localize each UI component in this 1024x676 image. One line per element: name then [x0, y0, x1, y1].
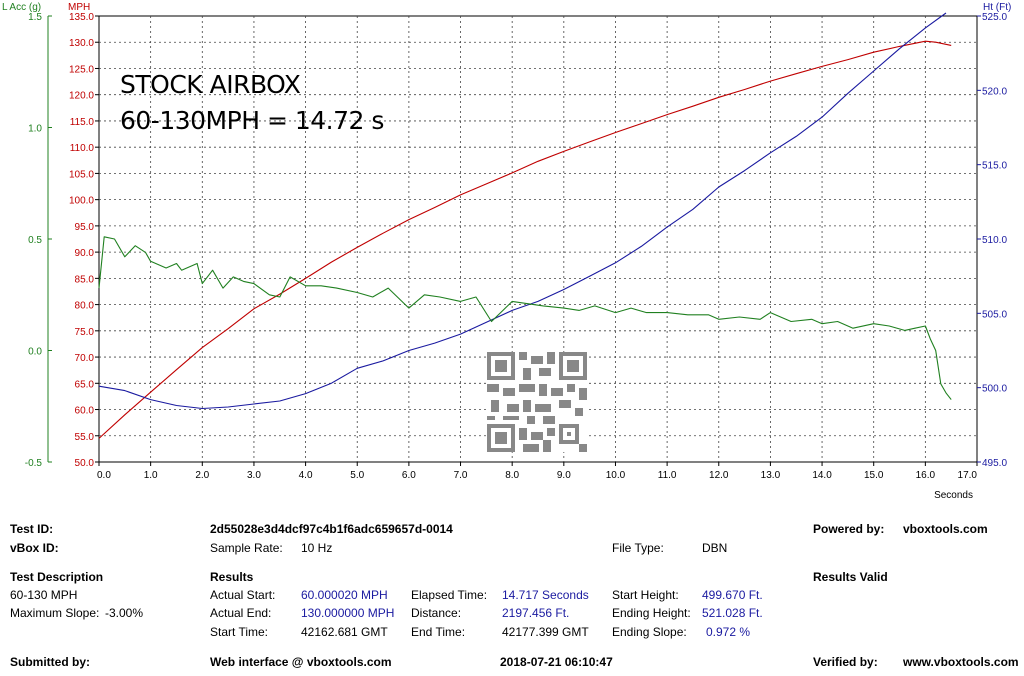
lacc-tick-label: 0.5 — [28, 235, 42, 246]
lacc-tick-label: -0.5 — [25, 458, 43, 469]
ht-tick-label: 500.0 — [982, 384, 1007, 395]
max-slope-value: -3.00% — [105, 606, 144, 620]
series-line-ht — [98, 12, 947, 410]
series-line-lacc — [98, 236, 952, 400]
ending-height-value: 521.028 Ft. — [702, 606, 763, 620]
verified-by-label: Verified by: — [813, 655, 878, 669]
results-label: Results — [210, 570, 254, 584]
overlay-title: STOCK AIRBOX — [120, 70, 301, 99]
qr-code-icon — [487, 352, 587, 452]
x-tick-label: 8.0 — [505, 470, 519, 481]
elapsed-time-value: 14.717 Seconds — [502, 588, 589, 602]
max-slope-label: Maximum Slope: — [10, 606, 100, 620]
x-tick-label: 4.0 — [299, 470, 313, 481]
mph-tick-label: 120.0 — [69, 91, 94, 102]
x-tick-label: 7.0 — [454, 470, 468, 481]
end-time-label: End Time: — [411, 625, 466, 639]
x-tick-label: 13.0 — [761, 470, 781, 481]
powered-by-label: Powered by: — [813, 522, 885, 536]
mph-tick-label: 110.0 — [70, 143, 95, 154]
series-line-mph — [98, 40, 952, 439]
test-id-value: 2d55028e3d4dcf97c4b1f6adc659657d-0014 — [210, 522, 453, 536]
x-tick-label: 17.0 — [958, 470, 978, 481]
mph-tick-label: 85.0 — [75, 274, 95, 285]
test-id-label: Test ID: — [10, 522, 54, 536]
x-tick-label: 15.0 — [864, 470, 884, 481]
start-time-value: 42162.681 GMT — [301, 625, 388, 639]
mph-tick-label: 135.0 — [69, 12, 94, 23]
x-tick-label: 5.0 — [350, 470, 364, 481]
sample-rate-value: 10 Hz — [301, 541, 333, 555]
mph-tick-label: 130.0 — [69, 38, 94, 49]
web-interface-link[interactable]: Web interface @ vboxtools.com — [210, 655, 392, 669]
test-description-label: Test Description — [10, 570, 104, 584]
lacc-axis-label: L Acc (g) — [2, 2, 41, 13]
submitted-by-label: Submitted by: — [10, 655, 90, 669]
x-tick-label: 1.0 — [144, 470, 158, 481]
x-tick-label: 12.0 — [709, 470, 729, 481]
mph-tick-label: 50.0 — [75, 458, 95, 469]
ht-tick-label: 505.0 — [982, 309, 1007, 320]
actual-end-label: Actual End: — [210, 606, 272, 620]
distance-label: Distance: — [411, 606, 462, 620]
mph-tick-label: 80.0 — [75, 301, 95, 312]
lacc-tick-label: 1.5 — [28, 12, 42, 23]
x-tick-label: 9.0 — [557, 470, 571, 481]
mph-tick-label: 60.0 — [75, 406, 95, 417]
mph-tick-label: 55.0 — [75, 432, 95, 443]
ht-tick-label: 515.0 — [982, 161, 1007, 172]
verified-by-link[interactable]: www.vboxtools.com — [903, 655, 1019, 669]
test-description-value: 60-130 MPH — [10, 588, 78, 602]
x-tick-label: 2.0 — [195, 470, 209, 481]
lacc-tick-label: 0.0 — [28, 347, 42, 358]
start-time-label: Start Time: — [210, 625, 269, 639]
mph-tick-label: 90.0 — [75, 248, 95, 259]
mph-tick-label: 105.0 — [69, 169, 94, 180]
mph-tick-label: 95.0 — [75, 222, 95, 233]
ending-height-label: Ending Height: — [612, 606, 691, 620]
x-tick-label: 11.0 — [658, 470, 677, 481]
mph-tick-label: 75.0 — [75, 327, 95, 338]
x-tick-label: 14.0 — [812, 470, 832, 481]
end-time-value: 42177.399 GMT — [502, 625, 589, 639]
x-tick-label: 6.0 — [402, 470, 416, 481]
elapsed-time-label: Elapsed Time: — [411, 588, 488, 602]
chart-series — [98, 12, 952, 439]
x-tick-label: 10.0 — [606, 470, 626, 481]
ht-tick-label: 510.0 — [982, 235, 1007, 246]
lacc-tick-label: 1.0 — [28, 124, 42, 135]
start-height-value: 499.670 Ft. — [702, 588, 763, 602]
x-tick-label: 0.0 — [97, 470, 111, 481]
distance-value: 2197.456 Ft. — [502, 606, 570, 620]
powered-by-value: vboxtools.com — [903, 522, 988, 536]
mph-tick-label: 125.0 — [69, 64, 94, 75]
report-timestamp: 2018-07-21 06:10:47 — [500, 655, 613, 669]
start-height-label: Start Height: — [612, 588, 679, 602]
mph-tick-label: 115.0 — [70, 117, 95, 128]
vbox-id-label: vBox ID: — [10, 541, 59, 555]
actual-start-label: Actual Start: — [210, 588, 276, 602]
ht-tick-label: 520.0 — [982, 86, 1007, 97]
results-valid-label: Results Valid — [813, 570, 888, 584]
x-tick-label: 16.0 — [916, 470, 936, 481]
overlay-subtitle: 60-130MPH = 14.72 s — [120, 106, 384, 135]
mph-tick-label: 65.0 — [75, 379, 95, 390]
chart-axes: 0.0 1.0 2.0 3.0 4.0 5.0 6.0 7.0 8.0 9.0 10.0 11.0 12… — [2, 2, 1011, 500]
file-type-label: File Type: — [612, 541, 664, 555]
actual-end-value: 130.000000 MPH — [301, 606, 395, 620]
x-axis-label: Seconds — [934, 490, 973, 500]
actual-start-value: 60.000020 MPH — [301, 588, 388, 602]
ending-slope-value: 0.972 % — [706, 625, 751, 639]
mph-tick-label: 70.0 — [75, 353, 95, 364]
x-tick-label: 3.0 — [247, 470, 261, 481]
mph-axis-label: MPH — [68, 2, 90, 13]
ht-tick-label: 495.0 — [982, 458, 1007, 469]
ht-tick-label: 525.0 — [982, 12, 1007, 23]
file-type-value: DBN — [702, 541, 728, 555]
sample-rate-label: Sample Rate: — [210, 541, 283, 555]
ht-axis-label: Ht (Ft) — [983, 2, 1011, 13]
ending-slope-label: Ending Slope: — [612, 625, 687, 639]
mph-tick-label: 100.0 — [69, 196, 94, 207]
